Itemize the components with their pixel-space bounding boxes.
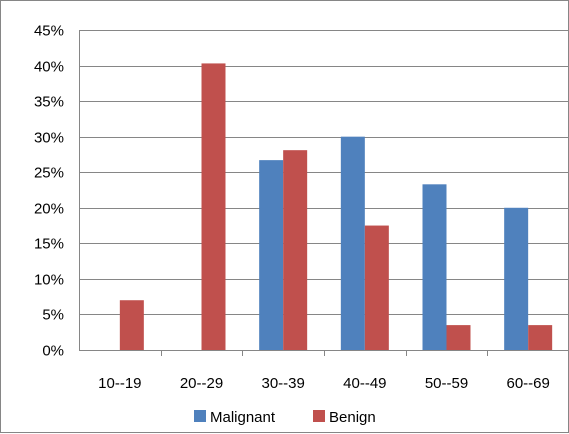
y-tick-label: 35% [34, 94, 64, 111]
bars [119, 63, 553, 351]
bar-malignant-60--69 [504, 207, 529, 350]
y-tick-label: 20% [34, 201, 64, 218]
bar-benign-40--49 [364, 225, 389, 350]
x-tick-label: 40--49 [343, 375, 386, 392]
x-axis: 10--19 20--29 30--39 40--49 50--59 60--69 [79, 350, 569, 392]
legend: Malignant Benign [194, 409, 376, 426]
y-tick-label: 30% [34, 130, 64, 147]
y-tick-label: 25% [34, 165, 64, 182]
bar-malignant-30--39 [259, 160, 284, 350]
x-tick-label: 50--59 [425, 375, 468, 392]
bar-benign-20--29 [201, 63, 226, 351]
x-tick-label: 10--19 [98, 375, 141, 392]
x-tick-label: 20--29 [180, 375, 223, 392]
y-tick-label: 40% [34, 59, 64, 76]
y-tick-label: 15% [34, 236, 64, 253]
y-tick-label: 45% [34, 23, 64, 40]
legend-label-malignant: Malignant [210, 409, 276, 426]
y-tick-label: 10% [34, 272, 64, 289]
y-axis: 0% 5% 10% 15% 20% 25% 30% 35% 40% 45% [34, 23, 80, 360]
bar-benign-30--39 [283, 150, 308, 350]
bar-malignant-50--59 [422, 184, 447, 350]
x-tick-label: 60--69 [506, 375, 549, 392]
legend-swatch-malignant [194, 410, 206, 422]
bar-benign-10--19 [119, 300, 144, 350]
bar-benign-60--69 [528, 325, 553, 350]
bar-benign-50--59 [446, 325, 471, 350]
y-tick-label: 5% [42, 307, 64, 324]
legend-swatch-benign [313, 410, 325, 422]
legend-label-benign: Benign [329, 409, 376, 426]
y-tick-label: 0% [42, 343, 64, 360]
x-tick-label: 30--39 [261, 375, 304, 392]
gridlines [79, 30, 569, 315]
bar-malignant-40--49 [340, 136, 365, 350]
